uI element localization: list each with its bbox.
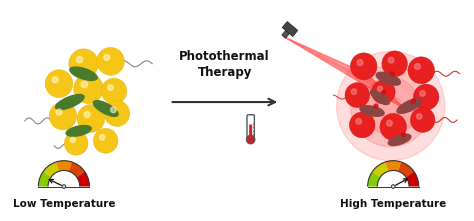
Circle shape (110, 107, 116, 113)
Circle shape (93, 128, 118, 153)
Polygon shape (283, 37, 401, 101)
Wedge shape (368, 171, 380, 187)
Circle shape (76, 56, 82, 63)
Circle shape (392, 185, 395, 188)
Wedge shape (385, 161, 401, 171)
Polygon shape (282, 21, 298, 36)
Circle shape (408, 57, 435, 84)
Ellipse shape (55, 95, 84, 110)
Circle shape (104, 101, 130, 126)
FancyBboxPatch shape (249, 125, 252, 137)
Circle shape (69, 49, 98, 79)
Circle shape (104, 54, 110, 61)
Circle shape (401, 133, 405, 137)
Circle shape (84, 111, 90, 118)
Circle shape (374, 104, 378, 108)
Circle shape (415, 64, 420, 69)
Circle shape (372, 80, 395, 104)
Circle shape (356, 118, 362, 124)
Wedge shape (77, 171, 90, 187)
Ellipse shape (376, 72, 401, 85)
Circle shape (382, 51, 408, 77)
Circle shape (52, 77, 58, 83)
Circle shape (349, 112, 375, 138)
Ellipse shape (93, 101, 118, 116)
Circle shape (45, 70, 73, 98)
Circle shape (108, 85, 113, 90)
Circle shape (100, 135, 105, 140)
Circle shape (380, 113, 407, 140)
Wedge shape (56, 161, 72, 171)
Circle shape (411, 99, 415, 103)
Circle shape (49, 102, 77, 130)
Circle shape (417, 114, 422, 119)
Circle shape (420, 91, 425, 96)
Wedge shape (43, 162, 59, 177)
Text: Low Temperature: Low Temperature (13, 199, 115, 210)
Circle shape (246, 135, 255, 144)
Text: High Temperature: High Temperature (340, 199, 447, 210)
Ellipse shape (371, 90, 389, 105)
Ellipse shape (70, 67, 97, 80)
Circle shape (382, 90, 386, 94)
Circle shape (62, 185, 66, 188)
Wedge shape (373, 162, 388, 177)
Wedge shape (69, 162, 84, 177)
Polygon shape (282, 30, 289, 38)
Circle shape (350, 65, 431, 147)
Circle shape (64, 131, 88, 155)
Circle shape (337, 51, 445, 161)
Wedge shape (38, 171, 51, 187)
Ellipse shape (360, 106, 384, 116)
Ellipse shape (388, 134, 411, 145)
Circle shape (357, 60, 363, 65)
Circle shape (77, 105, 105, 132)
Circle shape (70, 137, 75, 143)
Circle shape (377, 86, 383, 91)
Circle shape (74, 74, 103, 104)
Circle shape (388, 57, 394, 63)
Ellipse shape (66, 126, 91, 136)
Circle shape (56, 109, 62, 115)
Circle shape (387, 120, 392, 126)
Ellipse shape (397, 99, 422, 113)
Circle shape (351, 89, 356, 94)
Wedge shape (406, 171, 419, 187)
Circle shape (390, 72, 394, 76)
Circle shape (413, 84, 439, 110)
Polygon shape (283, 37, 408, 111)
Text: Photothermal
Therapy: Photothermal Therapy (179, 50, 270, 79)
Circle shape (345, 83, 370, 108)
Circle shape (101, 78, 127, 104)
FancyBboxPatch shape (247, 115, 255, 140)
Circle shape (97, 47, 124, 75)
Circle shape (410, 108, 435, 132)
Wedge shape (398, 162, 414, 177)
Circle shape (350, 53, 377, 80)
Circle shape (362, 77, 419, 135)
Circle shape (81, 81, 88, 88)
